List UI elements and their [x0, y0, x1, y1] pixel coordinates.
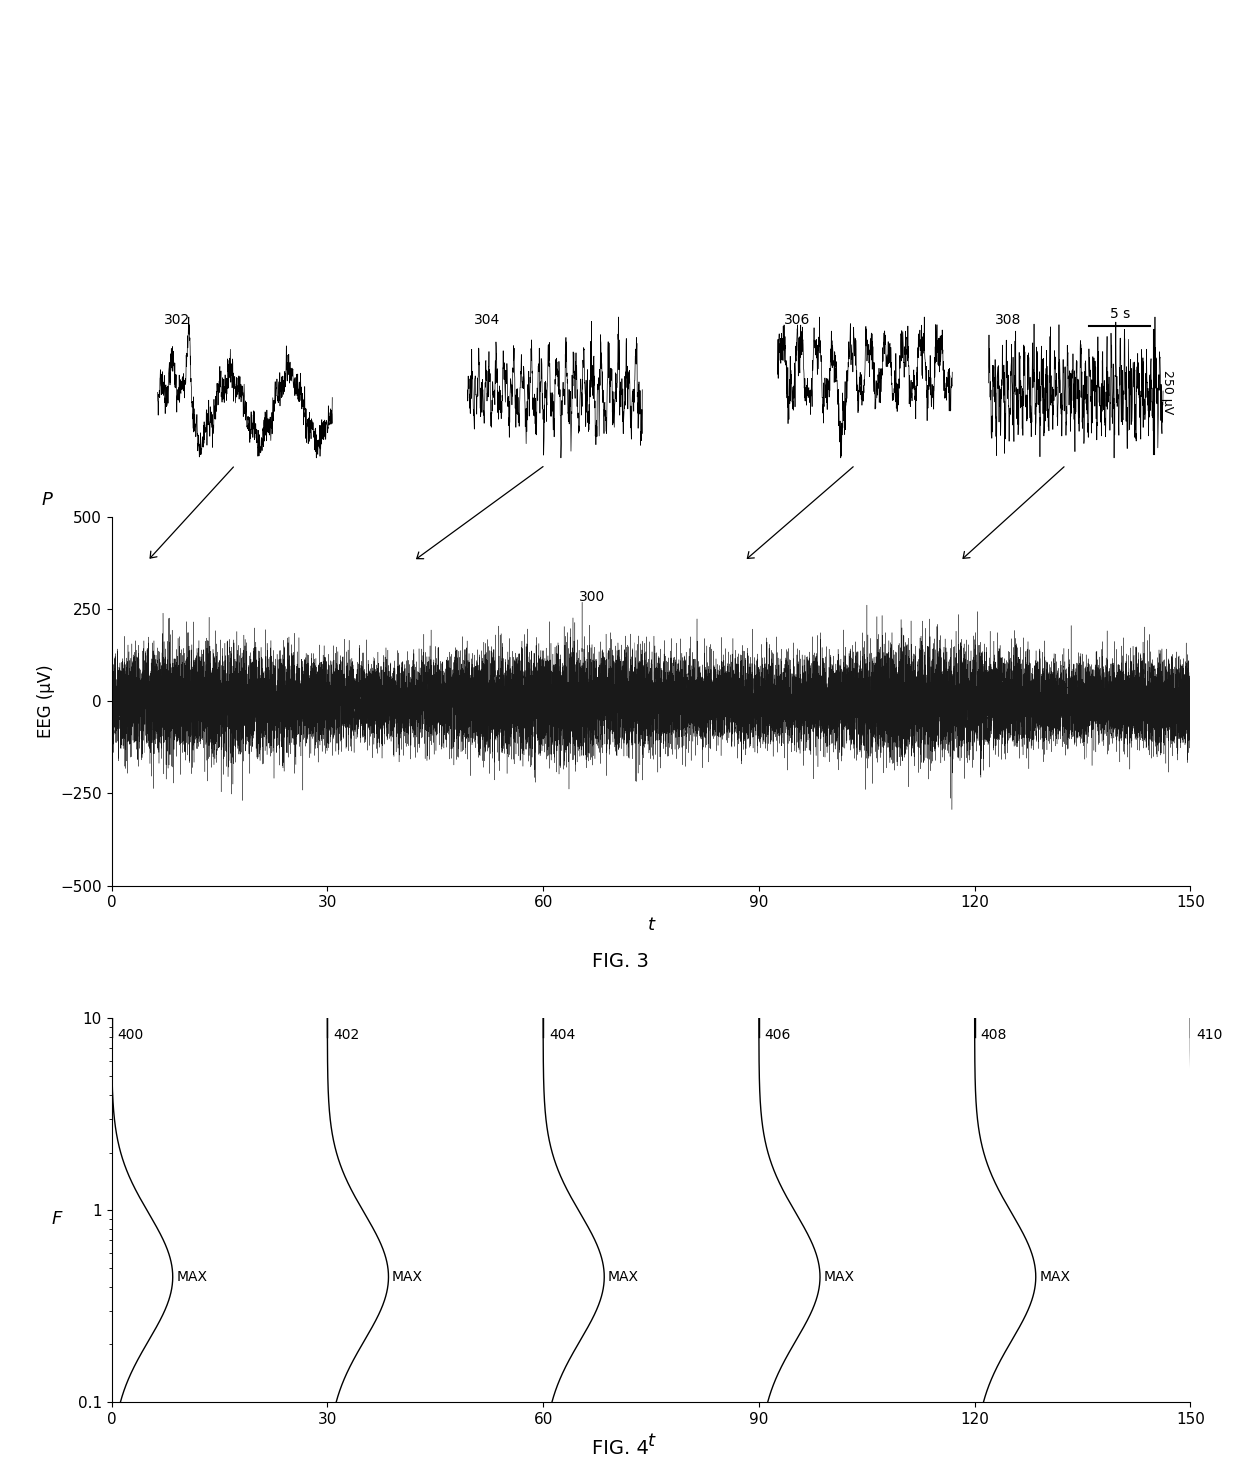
- Text: 5 s: 5 s: [1110, 307, 1130, 322]
- Text: 406: 406: [765, 1027, 791, 1042]
- Text: 304: 304: [474, 313, 501, 328]
- X-axis label: t: t: [647, 1433, 655, 1451]
- Text: FIG. 4: FIG. 4: [591, 1439, 649, 1458]
- Text: 308: 308: [994, 313, 1022, 328]
- Text: MAX: MAX: [1039, 1269, 1070, 1284]
- Text: 402: 402: [334, 1027, 360, 1042]
- Text: 410: 410: [1197, 1027, 1223, 1042]
- Text: 302: 302: [164, 313, 191, 328]
- Text: 400: 400: [118, 1027, 144, 1042]
- Text: P: P: [41, 492, 52, 509]
- X-axis label: t: t: [647, 917, 655, 934]
- Text: MAX: MAX: [608, 1269, 639, 1284]
- Text: 404: 404: [549, 1027, 575, 1042]
- Y-axis label: EEG (μV): EEG (μV): [37, 664, 55, 738]
- Text: 300: 300: [579, 590, 605, 605]
- Text: MAX: MAX: [392, 1269, 423, 1284]
- Text: MAX: MAX: [176, 1269, 207, 1284]
- Text: 408: 408: [981, 1027, 1007, 1042]
- Text: MAX: MAX: [823, 1269, 854, 1284]
- Text: 306: 306: [784, 313, 811, 328]
- Text: 250 μV: 250 μV: [1161, 370, 1174, 415]
- Y-axis label: F: F: [52, 1210, 62, 1228]
- Text: FIG. 3: FIG. 3: [591, 952, 649, 971]
